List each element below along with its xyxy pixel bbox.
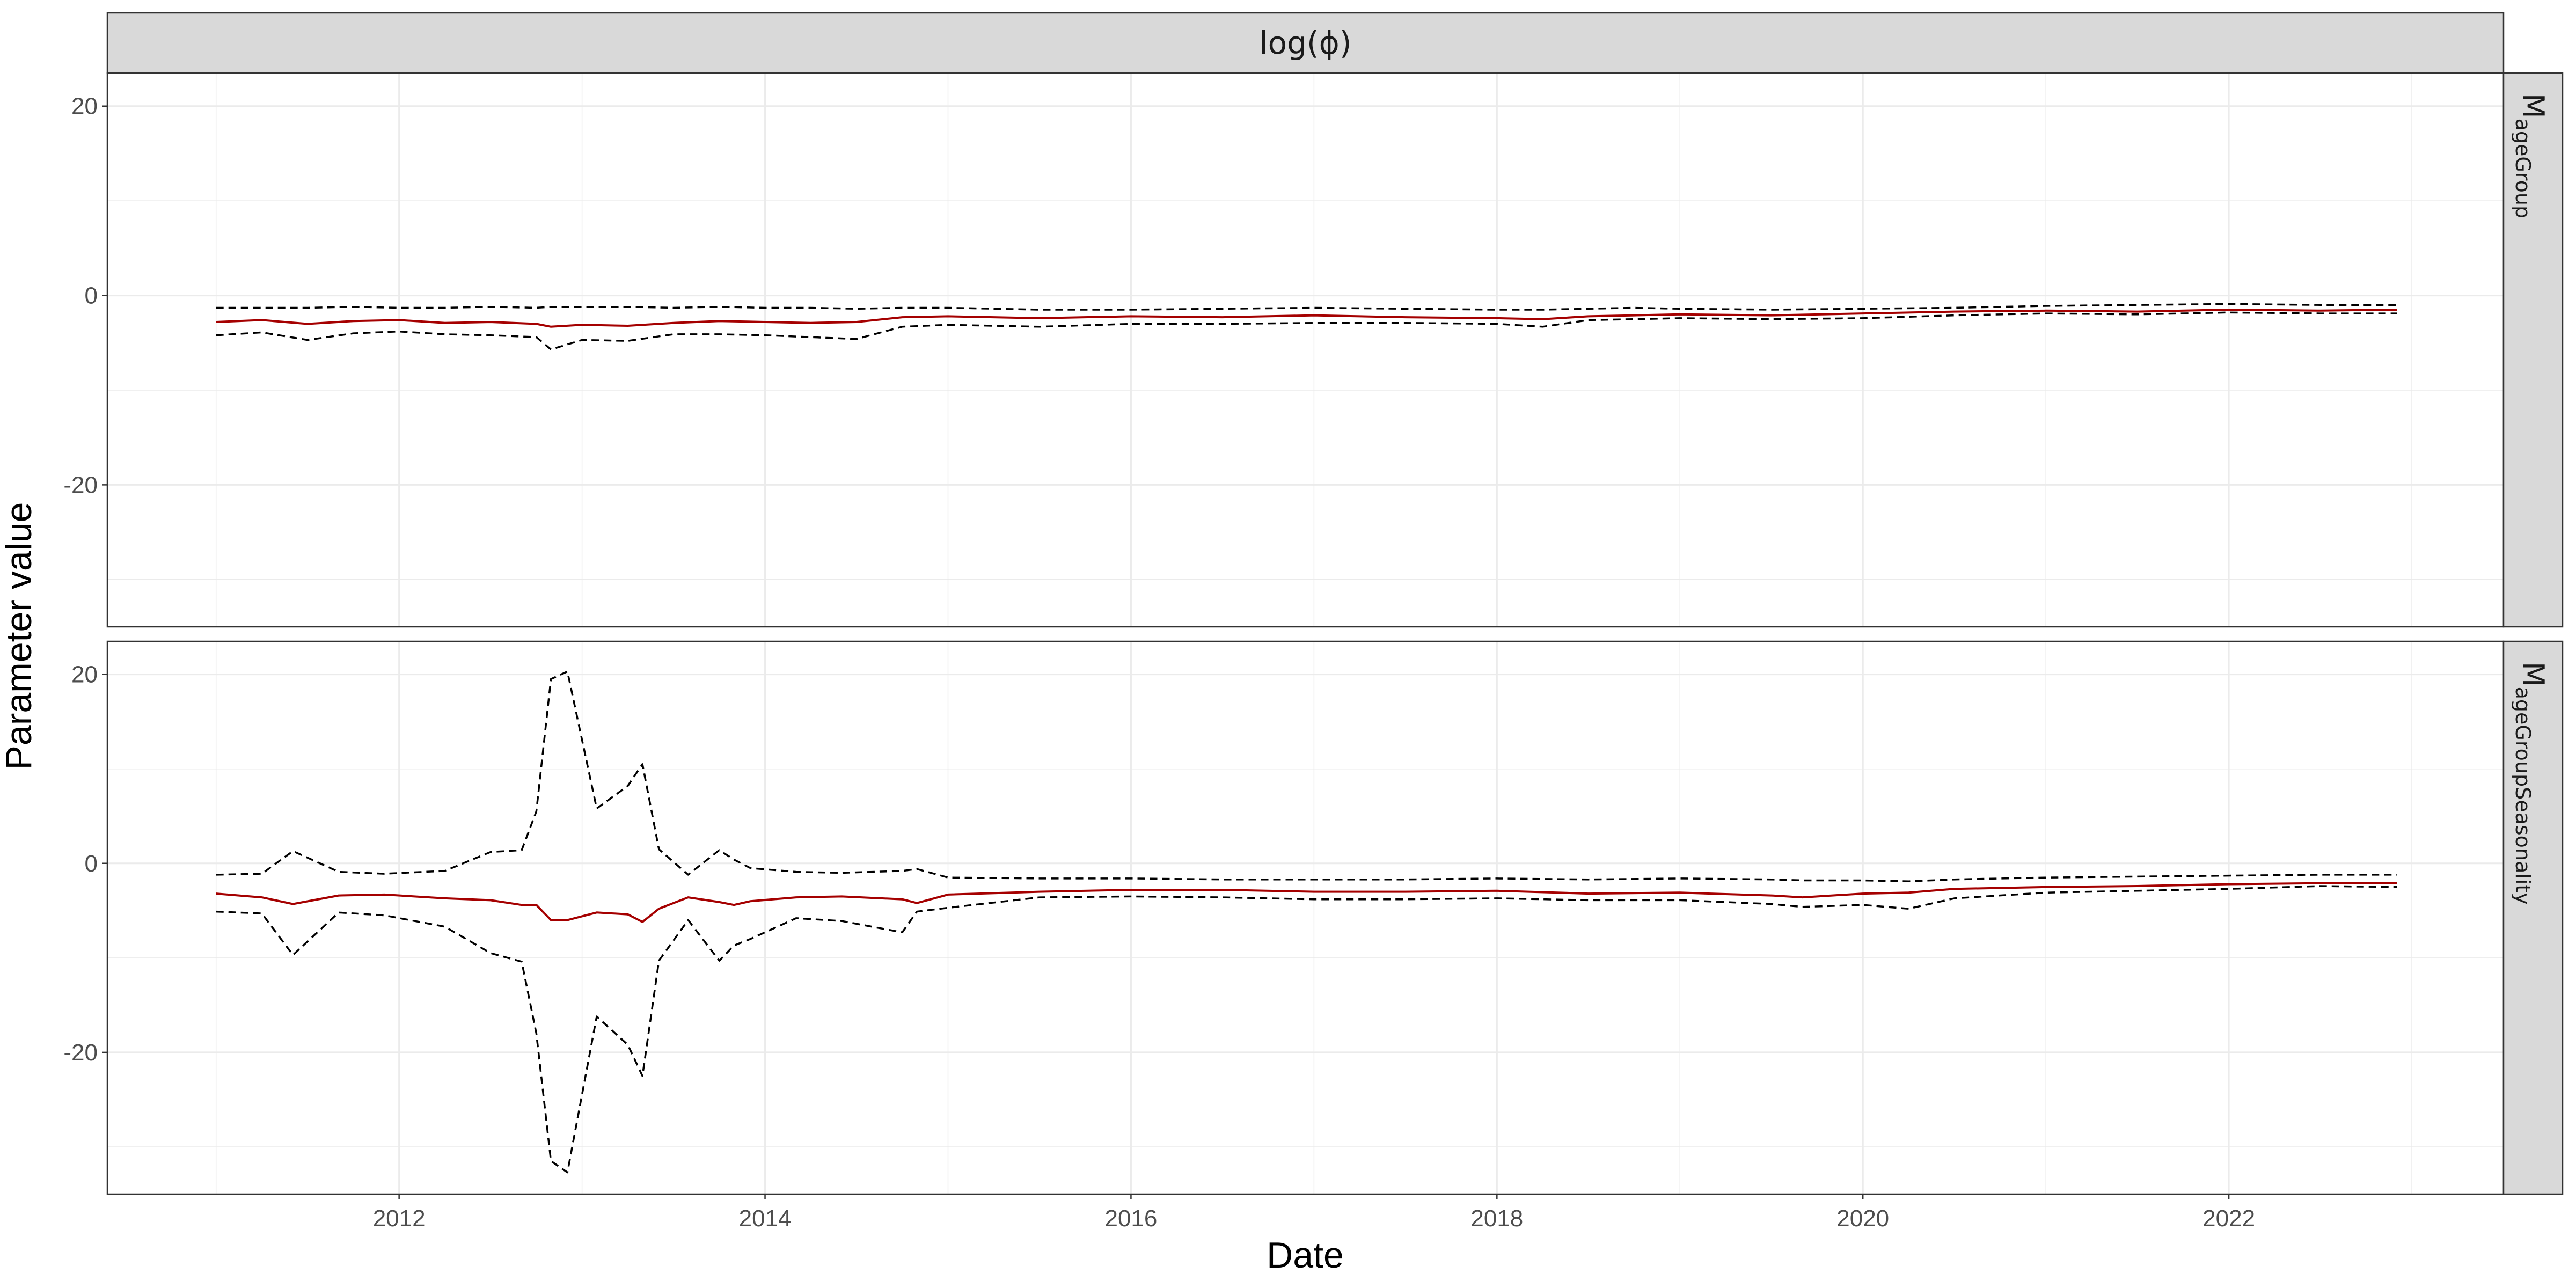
y-tick-label: 20 (71, 662, 98, 688)
series-estimate-line (216, 882, 2397, 923)
facet-strip-right (2502, 72, 2564, 628)
series-lower-line (216, 311, 2397, 350)
panel-background (107, 73, 2504, 627)
y-tick-label: 20 (71, 93, 98, 120)
series-estimate-line (216, 309, 2397, 328)
facet-strip-top (106, 12, 2505, 74)
facet-strip-right (2502, 640, 2564, 1195)
y-tick-label: -20 (63, 472, 98, 498)
series-upper-line (216, 303, 2397, 311)
facet-strip-right-label: MageGroup (2511, 93, 2550, 218)
x-axis-title: Date (1267, 1235, 1344, 1276)
series-upper-line (216, 670, 2397, 882)
y-axis-title: Parameter value (0, 502, 39, 770)
x-tick-label: 2016 (1104, 1205, 1157, 1232)
facet-strip-top-label: log(ϕ) (1260, 25, 1352, 61)
x-tick-label: 2018 (1470, 1205, 1523, 1232)
panel-2: 20 0 -20 MageGroupSeasonality (63, 640, 2564, 1195)
y-tick-label: 0 (85, 851, 98, 877)
x-tick-label: 2012 (373, 1205, 426, 1232)
y-tick-label: -20 (63, 1040, 98, 1066)
panel-background (107, 641, 2504, 1194)
x-tick-label: 2022 (2202, 1205, 2255, 1232)
series-lower-line (216, 885, 2397, 1174)
x-tick-label: 2020 (1836, 1205, 1889, 1232)
facet-strip-right-label: MageGroupSeasonality (2511, 662, 2550, 905)
panel-1: 20 0 -20 MageGroup (63, 72, 2564, 628)
y-tick-label: 0 (85, 283, 98, 309)
x-tick-label: 2014 (739, 1205, 792, 1232)
